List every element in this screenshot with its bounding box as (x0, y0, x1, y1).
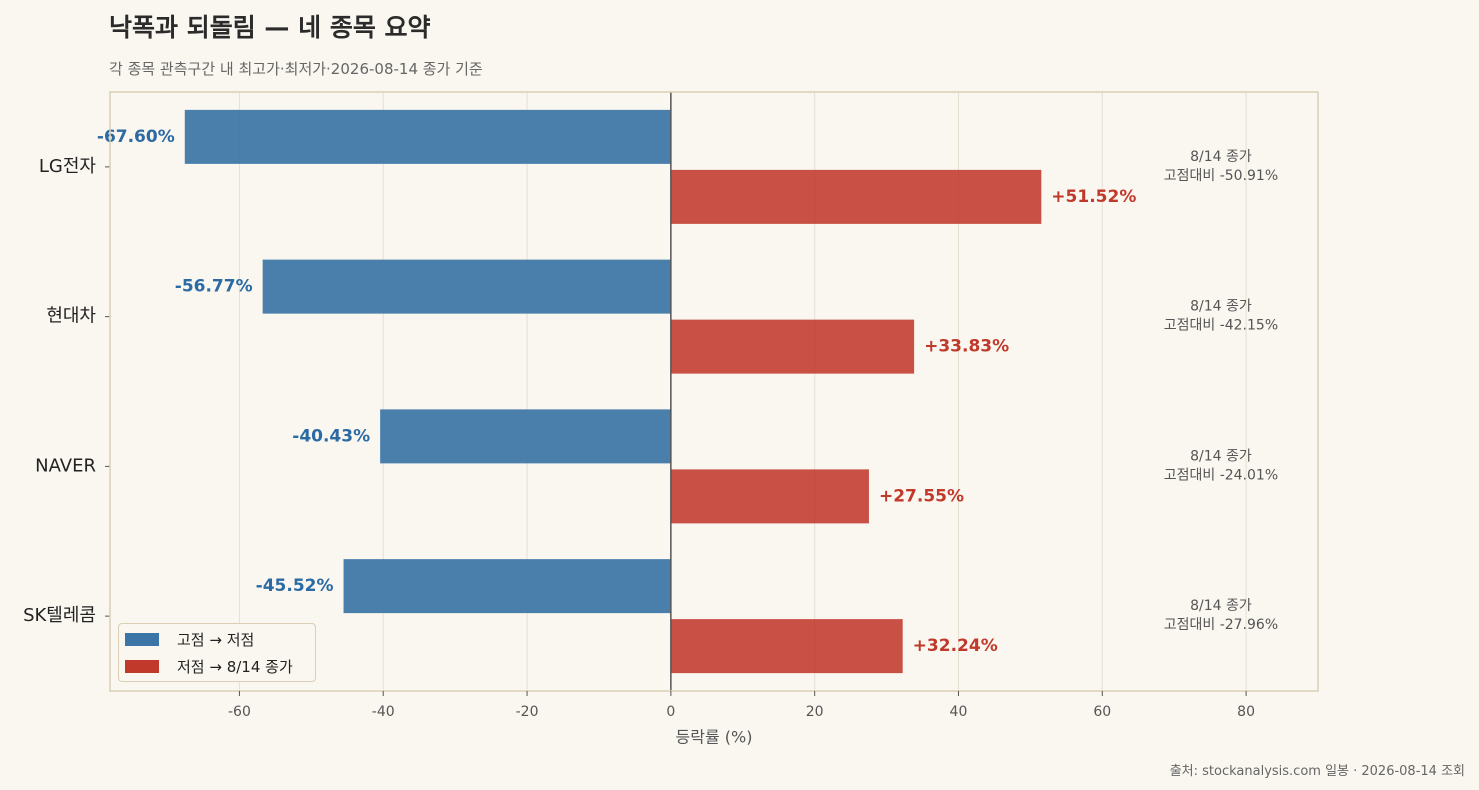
x-tick-label: -20 (516, 704, 539, 720)
annotation-close: 8/14 종가 (1190, 598, 1252, 614)
annotation-from-high: 고점대비 -24.01% (1164, 467, 1278, 483)
bar-rebound (670, 169, 1042, 224)
legend-label-drop: 고점 → 저점 (177, 630, 255, 649)
legend-label-rebound: 저점 → 8/14 종가 (177, 657, 293, 676)
legend-swatch-rebound (125, 659, 159, 673)
annotation-close: 8/14 종가 (1190, 448, 1252, 464)
legend-swatch-drop (125, 632, 159, 646)
data-label-drop: -56.77% (175, 277, 253, 297)
annotation-close: 8/14 종가 (1190, 299, 1252, 315)
chart-title: 낙폭과 되돌림 — 네 종목 요약 (109, 13, 431, 42)
y-tick-label: 현대차 (46, 306, 96, 327)
x-tick-label: 60 (1093, 704, 1111, 720)
bar-drop (380, 409, 671, 464)
x-tick-label: 20 (806, 704, 824, 720)
data-label-rebound: +27.55% (879, 486, 964, 506)
bar-drop (184, 109, 671, 164)
x-tick-label: -60 (228, 704, 251, 720)
legend-item-drop: 고점 → 저점 (125, 629, 254, 649)
data-label-rebound: +51.52% (1051, 187, 1136, 207)
data-label-drop: -40.43% (292, 426, 370, 446)
y-tick-label: SK텔레콤 (23, 605, 96, 626)
annotation-from-high: 고점대비 -42.15% (1164, 318, 1278, 334)
data-label-drop: -45.52% (256, 576, 334, 596)
chart-legend: 고점 → 저점 저점 → 8/14 종가 (118, 623, 316, 682)
annotation-from-high: 고점대비 -27.96% (1164, 617, 1278, 633)
plot-frame (109, 91, 1319, 692)
x-tick-label: -40 (372, 704, 395, 720)
data-label-rebound: +33.83% (924, 337, 1009, 357)
chart-subtitle: 각 종목 관측구간 내 최고가·최저가·2026-08-14 종가 기준 (109, 60, 483, 78)
bar-rebound (670, 319, 915, 374)
data-label-rebound: +32.24% (913, 636, 998, 656)
annotation-close: 8/14 종가 (1190, 149, 1252, 165)
x-axis-label: 등락률 (%) (676, 728, 753, 747)
x-tick-label: 0 (666, 704, 675, 720)
x-tick-label: 80 (1237, 704, 1255, 720)
x-tick-label: 40 (950, 704, 968, 720)
bar-drop (262, 259, 671, 314)
chart-source: 출처: stockanalysis.com 일봉 · 2026-08-14 조회 (1169, 764, 1465, 779)
legend-item-rebound: 저점 → 8/14 종가 (125, 656, 293, 676)
bar-drop (343, 559, 671, 614)
y-tick-label: LG전자 (39, 156, 97, 177)
y-tick-label: NAVER (35, 455, 96, 476)
data-label-drop: -67.60% (97, 127, 175, 147)
annotation-from-high: 고점대비 -50.91% (1164, 168, 1278, 184)
bar-rebound (670, 619, 903, 674)
bar-rebound (670, 469, 869, 524)
